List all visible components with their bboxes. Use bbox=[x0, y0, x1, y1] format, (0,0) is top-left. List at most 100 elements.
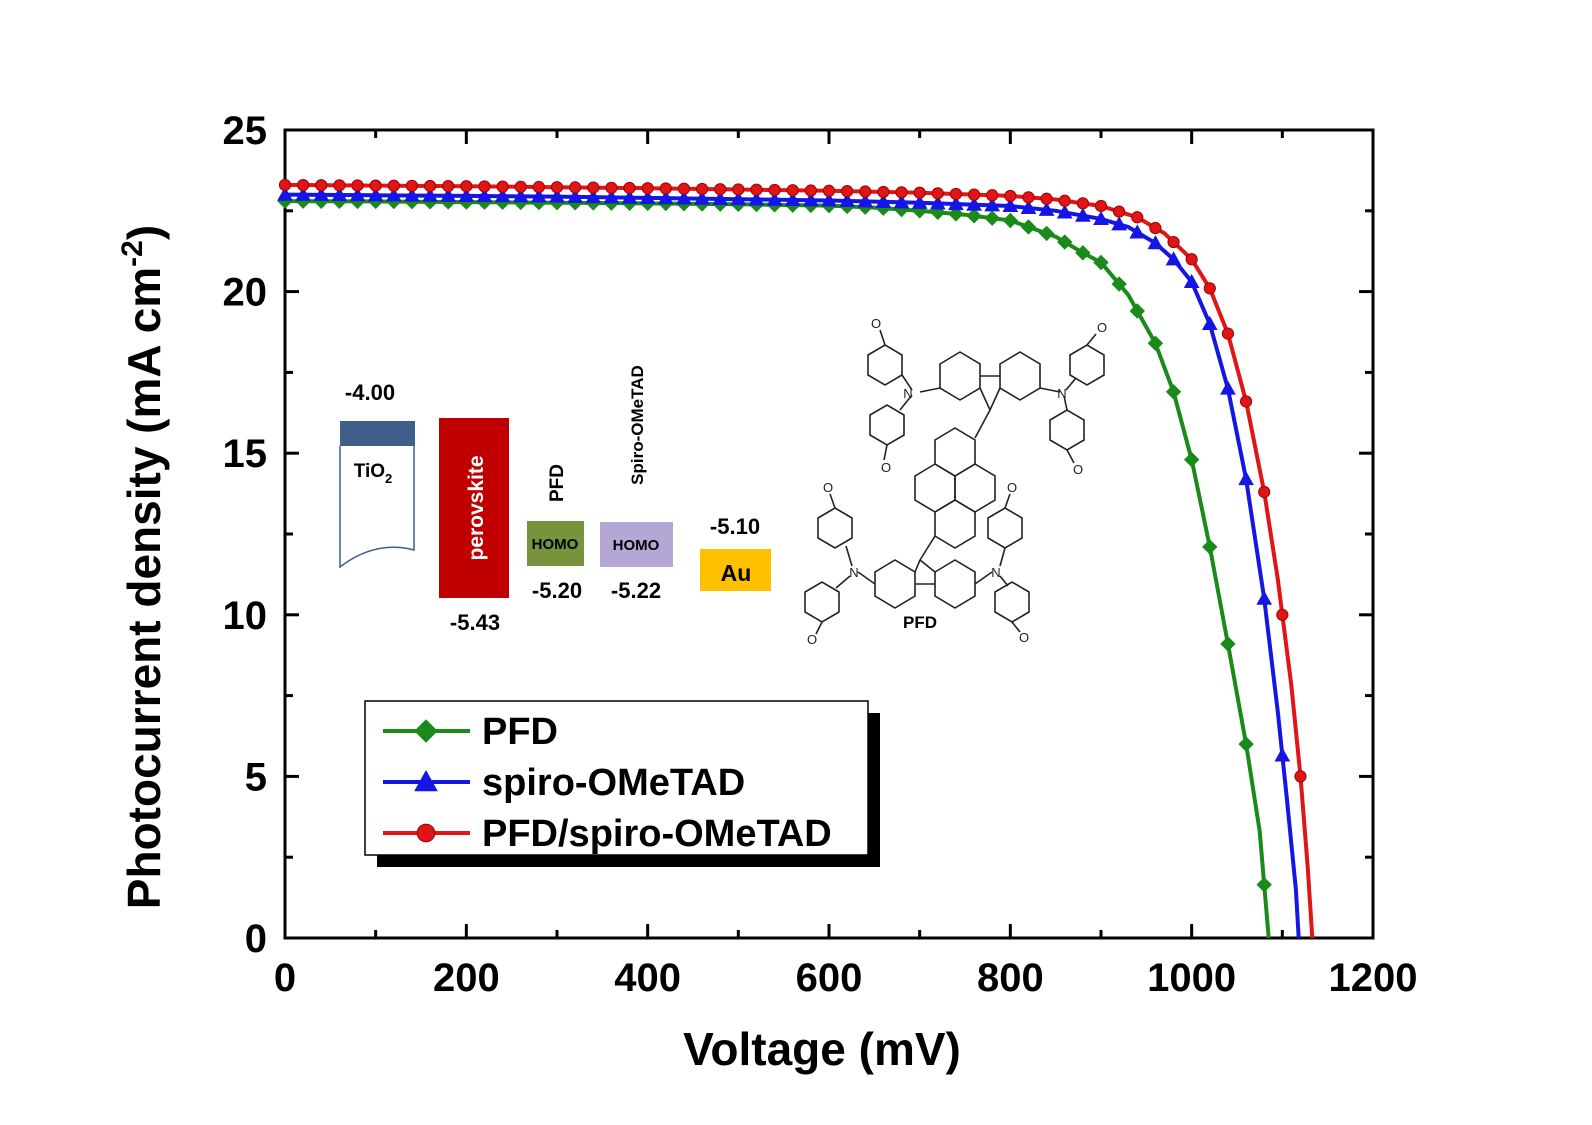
series-pfd-spiro-ometad bbox=[278, 178, 1315, 939]
data-point bbox=[768, 183, 781, 197]
data-point bbox=[822, 184, 836, 197]
data-point bbox=[732, 183, 745, 196]
tio2-cb-bar bbox=[340, 421, 415, 446]
data-point bbox=[295, 186, 311, 201]
upper-right-n-b bbox=[1063, 395, 1068, 411]
data-point bbox=[585, 189, 602, 204]
lower-vinyl bbox=[919, 535, 936, 561]
data-point bbox=[549, 188, 565, 203]
y-tick-label: 15 bbox=[223, 432, 268, 476]
upper-vinyl bbox=[974, 409, 991, 439]
data-point bbox=[1022, 191, 1035, 204]
x-tick-label: 1000 bbox=[1147, 956, 1236, 1000]
n-atom-2: N bbox=[1057, 386, 1066, 401]
data-point bbox=[333, 179, 346, 192]
pyrene-ring-4 bbox=[934, 499, 976, 549]
data-point bbox=[931, 187, 944, 200]
y-axis-title-main: Photocurrent density (mA cm bbox=[118, 267, 170, 909]
upper-right-phenyl-b bbox=[1049, 409, 1085, 451]
legend-marker bbox=[416, 823, 436, 843]
data-point bbox=[367, 187, 384, 202]
data-point bbox=[569, 181, 582, 194]
perovskite-value: -5.43 bbox=[450, 610, 500, 635]
data-point bbox=[1093, 254, 1109, 271]
data-point bbox=[1183, 273, 1200, 289]
x-tick-label: 600 bbox=[796, 956, 863, 1000]
methoxy-stub-2 bbox=[883, 444, 888, 461]
data-point bbox=[821, 192, 837, 207]
data-point bbox=[1294, 770, 1307, 783]
data-point bbox=[1201, 315, 1218, 331]
x-tick-label: 1200 bbox=[1329, 956, 1418, 1000]
data-point bbox=[1129, 303, 1145, 319]
series-line bbox=[284, 192, 1301, 939]
upper-right-n-bond bbox=[1039, 387, 1061, 393]
data-point bbox=[948, 206, 964, 222]
methoxy-stub-4 bbox=[1066, 449, 1075, 464]
upper-left-n-bond bbox=[919, 387, 941, 393]
data-point bbox=[405, 179, 419, 192]
tio2-label-text: TiO bbox=[354, 461, 385, 482]
data-point bbox=[859, 185, 872, 198]
n-atom-3: N bbox=[849, 565, 858, 580]
data-point bbox=[587, 181, 600, 194]
data-point bbox=[478, 180, 491, 193]
data-point bbox=[1203, 282, 1216, 295]
data-point bbox=[550, 181, 564, 194]
data-point bbox=[929, 195, 946, 210]
methoxy-stub-5 bbox=[829, 493, 836, 509]
upper-right-n-a bbox=[1065, 377, 1077, 391]
data-point bbox=[1274, 747, 1291, 762]
y-tick-label: 5 bbox=[245, 755, 267, 799]
y-axis-title-end: ) bbox=[118, 225, 170, 240]
o-atom-5: O bbox=[823, 480, 833, 495]
legend: PFD spiro-OMeTAD PFD/spiro-OMeTAD bbox=[364, 700, 880, 867]
tio2-value: -4.00 bbox=[345, 380, 395, 405]
pfd-molecule-structure bbox=[804, 329, 1105, 635]
data-point bbox=[1239, 395, 1253, 408]
data-point bbox=[730, 191, 747, 206]
data-point bbox=[277, 186, 293, 201]
data-point bbox=[531, 188, 547, 203]
upper-left-phenyl-b bbox=[869, 404, 905, 446]
pyrene-ring-3 bbox=[954, 463, 996, 513]
lower-right-n-a bbox=[999, 547, 1006, 567]
x-tick-label: 800 bbox=[977, 956, 1044, 1000]
legend-label: PFD/spiro-OMeTAD bbox=[482, 813, 832, 855]
methoxy-stub-7 bbox=[1004, 493, 1011, 509]
energy-level-inset: -4.00 TiO2 perovskite -5.43 PFD HOMO -5.… bbox=[339, 365, 771, 635]
lower-left-n-bond bbox=[857, 571, 876, 585]
o-atom-4: O bbox=[1073, 462, 1083, 477]
data-point bbox=[641, 182, 654, 195]
data-point bbox=[750, 183, 763, 196]
upper-fluorene-bridge-2 bbox=[979, 387, 991, 411]
data-point bbox=[1185, 253, 1198, 266]
data-point bbox=[1057, 234, 1073, 250]
upper-left-n-b bbox=[899, 394, 913, 411]
data-point bbox=[841, 185, 854, 198]
data-point bbox=[369, 179, 382, 192]
data-point bbox=[766, 191, 783, 206]
data-point bbox=[1058, 194, 1071, 207]
n-atom-1: N bbox=[903, 386, 912, 401]
molecule-name: PFD bbox=[903, 613, 937, 632]
data-point bbox=[1202, 539, 1218, 555]
data-point bbox=[1038, 201, 1055, 216]
data-point bbox=[496, 180, 509, 193]
data-point bbox=[677, 182, 691, 195]
methoxy-stub-3 bbox=[1086, 333, 1097, 346]
methoxy-stub-8 bbox=[1011, 621, 1021, 633]
data-point bbox=[512, 188, 529, 203]
data-point bbox=[1147, 235, 1164, 250]
data-point bbox=[387, 179, 400, 192]
pfd-homo-value: -5.20 bbox=[532, 578, 582, 603]
y-axis-title: Photocurrent density (mA cm-2) bbox=[116, 225, 170, 909]
data-point bbox=[1075, 207, 1091, 222]
data-point bbox=[804, 184, 817, 197]
data-point bbox=[458, 187, 475, 203]
data-point bbox=[331, 186, 348, 202]
data-point bbox=[1149, 221, 1162, 235]
data-point bbox=[440, 187, 457, 202]
data-point bbox=[986, 189, 999, 202]
x-tick-label: 400 bbox=[614, 956, 681, 1000]
